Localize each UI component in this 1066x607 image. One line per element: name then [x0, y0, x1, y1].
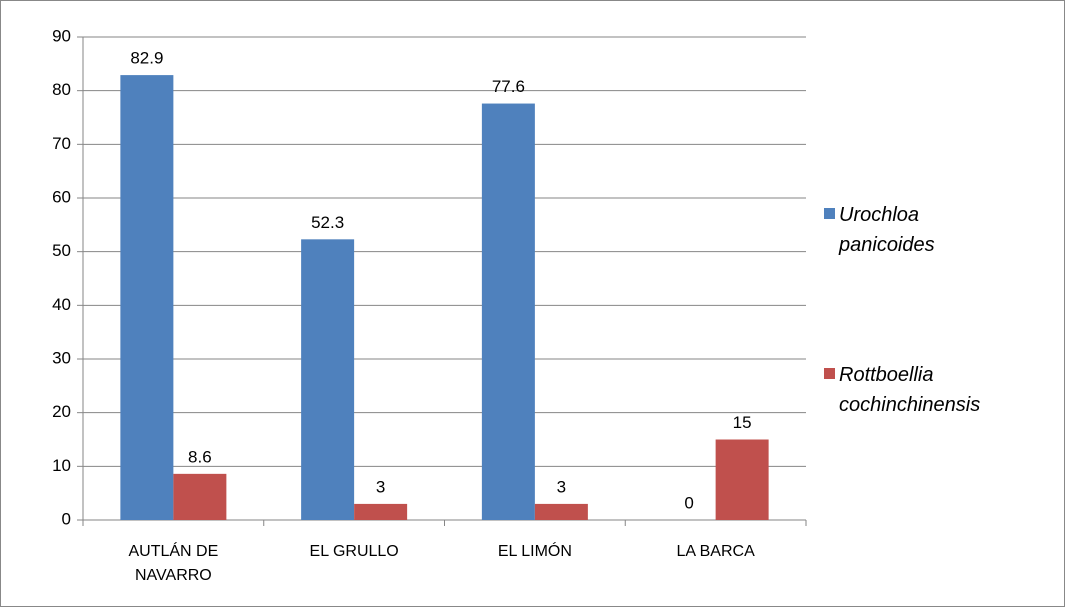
y-tick-label: 10 [52, 456, 71, 475]
value-label: 0 [684, 493, 693, 512]
value-label: 82.9 [130, 49, 163, 68]
y-tick-label: 0 [62, 509, 71, 528]
legend-swatch [824, 368, 835, 379]
value-label: 52.3 [311, 213, 344, 232]
bar [354, 503, 408, 520]
x-tick-label: EL GRULLO [309, 543, 399, 560]
x-tick-label: EL LIMÓN [497, 543, 572, 560]
y-tick-label: 70 [52, 134, 71, 153]
y-tick-label: 50 [52, 241, 71, 260]
legend-label: Rottboellia cochinchinensis [839, 364, 981, 416]
value-label: 77.6 [492, 77, 525, 96]
value-label: 3 [557, 477, 566, 496]
bar [120, 75, 174, 520]
value-label: 15 [733, 413, 752, 432]
x-tick-label: LA BARCA [676, 543, 755, 560]
y-tick-label: 90 [52, 26, 71, 45]
legend-label: Urochloa panicoides [839, 204, 935, 256]
x-tick-label: AUTLÁN DE NAVARRO [128, 543, 219, 584]
bar [715, 439, 769, 520]
bar [301, 239, 355, 520]
y-tick-label: 20 [52, 402, 71, 421]
bar [481, 103, 535, 521]
bar [173, 473, 227, 520]
legend-item: Rottboellia cochinchinensis [824, 360, 980, 420]
value-label: 8.6 [188, 447, 212, 466]
y-tick-label: 30 [52, 348, 71, 367]
y-tick-label: 80 [52, 80, 71, 99]
y-tick-label: 40 [52, 295, 71, 314]
bar [534, 503, 588, 520]
y-tick-label: 60 [52, 187, 71, 206]
value-label: 3 [376, 477, 385, 496]
legend-item: Urochloa panicoides [824, 200, 935, 260]
legend-swatch [824, 208, 835, 219]
